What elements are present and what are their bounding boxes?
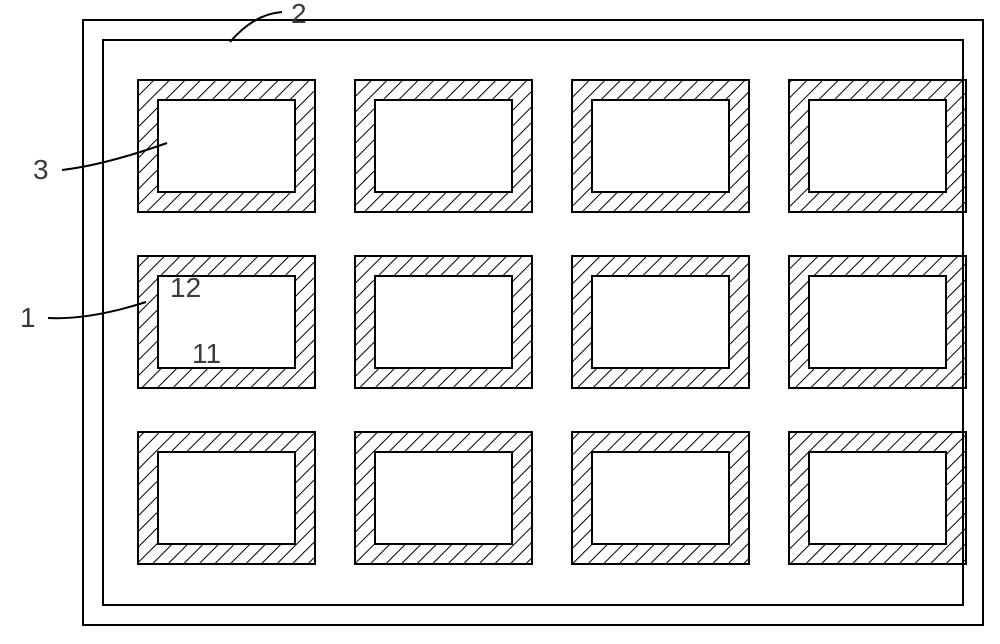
cell bbox=[572, 432, 749, 564]
cell-inner bbox=[592, 452, 729, 544]
cell-inner bbox=[592, 100, 729, 192]
cell bbox=[572, 80, 749, 212]
cell-inner bbox=[809, 276, 946, 368]
cell bbox=[572, 256, 749, 388]
cell-inner bbox=[375, 452, 512, 544]
cell-inner bbox=[375, 100, 512, 192]
cell bbox=[355, 256, 532, 388]
cell-inner bbox=[158, 100, 295, 192]
cell bbox=[138, 432, 315, 564]
cell-inner bbox=[592, 276, 729, 368]
cell bbox=[355, 432, 532, 564]
cell-inner bbox=[809, 100, 946, 192]
callout-label-11: 11 bbox=[192, 338, 221, 369]
cell-inner bbox=[375, 276, 512, 368]
cell bbox=[138, 256, 315, 388]
diagram-svg: 2 3 1 12 11 bbox=[0, 0, 1000, 644]
callout-label-12: 12 bbox=[170, 272, 201, 303]
callout-label-3: 3 bbox=[33, 154, 49, 185]
cell-inner bbox=[809, 452, 946, 544]
cell bbox=[789, 432, 966, 564]
callout-label-1: 1 bbox=[20, 302, 36, 333]
cell bbox=[138, 80, 315, 212]
callout-label-2: 2 bbox=[291, 0, 307, 29]
cell bbox=[789, 256, 966, 388]
cell-inner bbox=[158, 452, 295, 544]
cell bbox=[789, 80, 966, 212]
cell bbox=[355, 80, 532, 212]
